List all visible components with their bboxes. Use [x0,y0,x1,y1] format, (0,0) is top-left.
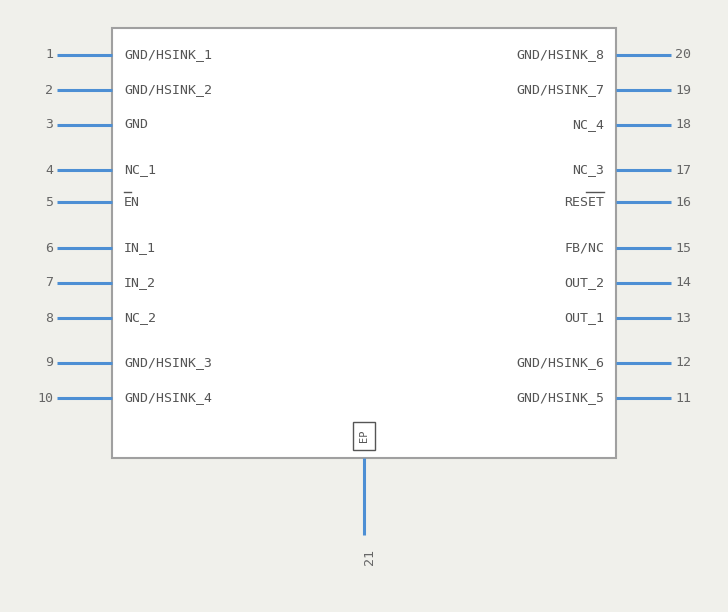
Bar [112,28,616,458]
Text: GND/HSINK_2: GND/HSINK_2 [124,83,212,97]
Text: GND/HSINK_4: GND/HSINK_4 [124,392,212,405]
Text: 20: 20 [675,48,691,61]
Text: 18: 18 [675,119,691,132]
Text: 7: 7 [45,277,53,289]
Text: 2: 2 [45,83,53,97]
Text: 15: 15 [675,242,691,255]
Text: GND/HSINK_6: GND/HSINK_6 [516,357,604,370]
Text: 13: 13 [675,312,691,324]
Text: 19: 19 [675,83,691,97]
Text: 11: 11 [675,392,691,405]
Text: GND/HSINK_8: GND/HSINK_8 [516,48,604,61]
Text: 14: 14 [675,277,691,289]
Text: NC_4: NC_4 [572,119,604,132]
Text: OUT_2: OUT_2 [564,277,604,289]
Text: NC_2: NC_2 [124,312,156,324]
Text: GND/HSINK_1: GND/HSINK_1 [124,48,212,61]
Text: GND/HSINK_5: GND/HSINK_5 [516,392,604,405]
Text: 17: 17 [675,163,691,176]
Text: OUT_1: OUT_1 [564,312,604,324]
Text: GND/HSINK_7: GND/HSINK_7 [516,83,604,97]
Text: 9: 9 [45,357,53,370]
Text: 8: 8 [45,312,53,324]
Bar [353,422,375,450]
Text: 16: 16 [675,195,691,209]
Text: FB/NC: FB/NC [564,242,604,255]
Text: NC_3: NC_3 [572,163,604,176]
Text: GND: GND [124,119,148,132]
Text: IN_2: IN_2 [124,277,156,289]
Text: 12: 12 [675,357,691,370]
Text: RESET: RESET [564,196,604,209]
Text: EN: EN [124,196,140,209]
Text: 4: 4 [45,163,53,176]
Text: IN_1: IN_1 [124,242,156,255]
Text: 6: 6 [45,242,53,255]
Text: GND/HSINK_3: GND/HSINK_3 [124,357,212,370]
Text: 3: 3 [45,119,53,132]
Text: 10: 10 [37,392,53,405]
Text: NC_1: NC_1 [124,163,156,176]
Text: 21: 21 [363,549,376,565]
Text: EP: EP [359,430,369,442]
Text: 1: 1 [45,48,53,61]
Text: 5: 5 [45,195,53,209]
